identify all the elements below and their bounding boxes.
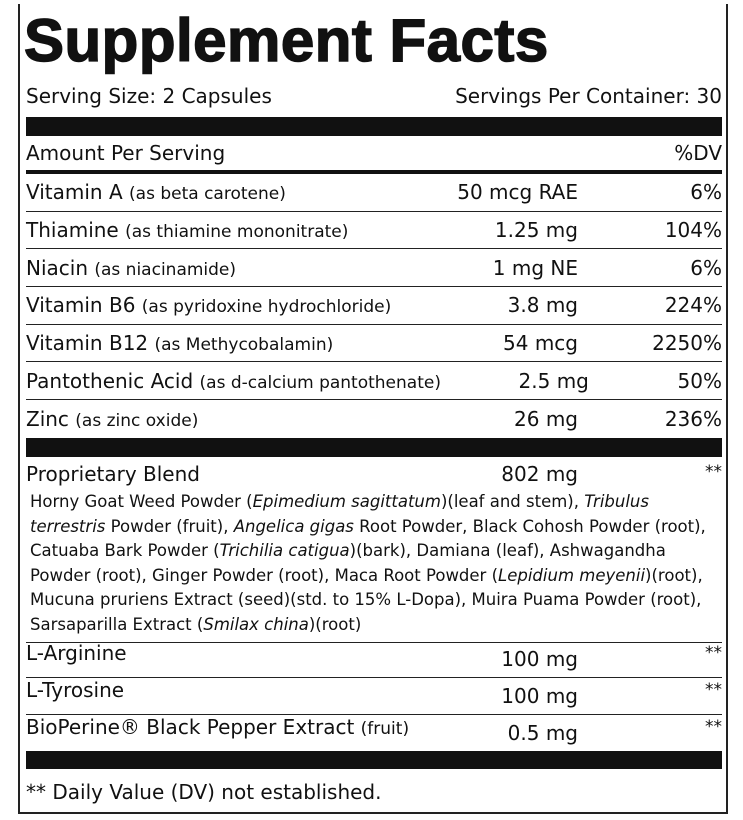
facts-panel: Supplement Facts Serving Size: 2 Capsule… — [18, 4, 728, 814]
blend-dv: ** — [705, 462, 722, 482]
nutrient-label: Vitamin B6 (as pyridoxine hydrochloride) — [26, 293, 418, 317]
nutrient-label: Thiamine (as thiamine mononitrate) — [26, 218, 418, 242]
nutrient-dv: 236% — [664, 406, 722, 431]
nutrient-label: L-Arginine — [26, 641, 418, 665]
nutrient-amount: 1.25 mg — [494, 218, 578, 243]
nutrient-row: Thiamine (as thiamine mononitrate) 1.25 m… — [26, 212, 722, 250]
nutrient-dv: ** — [705, 680, 722, 700]
nutrient-dv: 6% — [690, 180, 722, 205]
nutrient-desc: (as pyridoxine hydrochloride) — [141, 297, 392, 318]
nutrient-dv: ** — [705, 643, 722, 663]
nutrient-desc: (fruit) — [360, 719, 410, 739]
nutrient-desc: (as d-calcium pantothenate) — [199, 372, 441, 393]
nutrient-row: Vitamin A (as beta carotene) 50 mcg RAE 6% — [26, 174, 722, 212]
ingredient-text: Root Powder, Black Cohosh Powder (root),… — [30, 516, 706, 561]
nutrient-amount: 0.5 mg — [507, 721, 578, 745]
amount-header: Amount Per Serving — [26, 141, 226, 165]
nutrient-row: Niacin (as niacinamide) 1 mg NE 6% — [26, 249, 722, 288]
nutrient-name: Niacin — [26, 255, 89, 280]
nutrient-desc: (as niacinamide) — [94, 259, 237, 280]
nutrient-desc: (as beta carotene) — [129, 184, 286, 205]
nutrient-dv: 2250% — [652, 331, 722, 356]
nutrient-row: L-Arginine 100 mg ** — [26, 641, 722, 678]
nutrient-row: Vitamin B6 (as pyridoxine hydrochloride)… — [26, 287, 722, 325]
nutrient-name: Zinc — [26, 406, 69, 431]
nutrient-dv: 224% — [664, 293, 722, 318]
nutrient-label: L-Tyrosine — [26, 678, 418, 702]
nutrient-label: Pantothenic Acid (as d-calcium pantothen… — [26, 369, 441, 393]
nutrient-name: Vitamin A — [26, 180, 123, 205]
ingredient-latin: Tribulus terrestris — [30, 492, 649, 536]
ingredient-latin: Angelica gigas — [233, 516, 354, 536]
nutrient-label: Zinc (as zinc oxide) — [26, 407, 418, 431]
servings-per-container: Servings Per Container: 30 — [455, 84, 722, 108]
nutrient-label: BioPerine® Black Pepper Extract (fruit) — [26, 715, 418, 739]
footnote: ** Daily Value (DV) not established. — [26, 780, 382, 804]
nutrient-desc: (as Methycobalamin) — [154, 335, 334, 356]
nutrient-amount: 1 mg NE — [492, 255, 578, 280]
column-header: Amount Per Serving %DV — [26, 136, 722, 174]
blend-row: Proprietary Blend 802 mg ** — [26, 460, 722, 643]
ingredient-latin: Lepidium meyenii — [498, 565, 646, 585]
nutrient-name: Vitamin B6 — [26, 293, 136, 318]
nutrient-label: Niacin (as niacinamide) — [26, 256, 418, 280]
nutrient-row: L-Tyrosine 100 mg ** — [26, 678, 722, 715]
nutrient-amount: 2.5 mg — [518, 368, 589, 393]
blend-name: Proprietary Blend — [26, 462, 200, 486]
nutrient-dv: 50% — [677, 368, 722, 393]
blend-ingredients: Horny Goat Weed Powder (Epimedium sagitt… — [30, 490, 710, 637]
title: Supplement Facts — [23, 6, 549, 75]
nutrient-label: Vitamin A (as beta carotene) — [26, 180, 418, 204]
nutrient-row: Vitamin B12 (as Methycobalamin) 54 mcg 225… — [26, 325, 722, 363]
nutrient-dv: ** — [705, 717, 722, 737]
nutrient-name: BioPerine® Black Pepper Extract — [26, 715, 355, 739]
nutrient-label: Vitamin B12 (as Methycobalamin) — [26, 331, 418, 355]
ingredient-text: )(bark), Damiana (leaf), Ashwagandha Pow… — [30, 541, 666, 585]
thick-bar — [26, 751, 722, 769]
nutrient-name: L-Arginine — [26, 641, 127, 665]
nutrient-amount: 3.8 mg — [507, 293, 578, 318]
nutrient-amount: 26 mg — [514, 406, 578, 431]
nutrient-desc: (as zinc oxide) — [75, 410, 199, 431]
ingredient-latin: Trichilia catigua — [219, 541, 350, 560]
nutrient-amount: 100 mg — [501, 647, 578, 671]
dv-header: %DV — [674, 141, 722, 165]
nutrient-dv: 6% — [690, 255, 722, 280]
ingredient-text: )(root), Mucuna pruriens Extract (seed)(… — [30, 565, 703, 634]
ingredient-text: Horny Goat Weed Powder ( — [30, 492, 253, 511]
nutrient-amount: 100 mg — [501, 684, 578, 708]
ingredient-text: )(leaf and stem), — [440, 492, 585, 511]
nutrient-amount: 50 mcg RAE — [457, 180, 578, 205]
ingredient-text: )(root) — [308, 614, 362, 634]
serving-size: Serving Size: 2 Capsules — [26, 84, 272, 108]
nutrient-desc: (as thiamine mononitrate) — [125, 222, 349, 243]
nutrient-row: Pantothenic Acid (as d-calcium pantothen… — [26, 363, 722, 401]
ingredient-latin: Smilax china — [203, 614, 309, 634]
nutrient-row: Zinc (as zinc oxide) 26 mg 236% — [26, 400, 722, 437]
nutrient-name: Vitamin B12 — [26, 331, 149, 356]
thick-bar — [26, 438, 722, 457]
ingredient-text: Powder (fruit), — [105, 516, 234, 536]
nutrient-row: BioPerine® Black Pepper Extract (fruit) 0… — [26, 715, 722, 751]
blend-amount: 802 mg — [501, 462, 578, 486]
nutrient-name: Thiamine — [26, 218, 119, 243]
nutrient-name: L-Tyrosine — [26, 678, 125, 702]
ingredient-latin: Epimedium sagittatum — [252, 492, 441, 511]
nutrient-dv: 104% — [664, 218, 722, 243]
nutrient-name: Pantothenic Acid — [26, 368, 194, 393]
nutrient-amount: 54 mcg — [503, 331, 578, 356]
thick-bar — [26, 117, 722, 136]
